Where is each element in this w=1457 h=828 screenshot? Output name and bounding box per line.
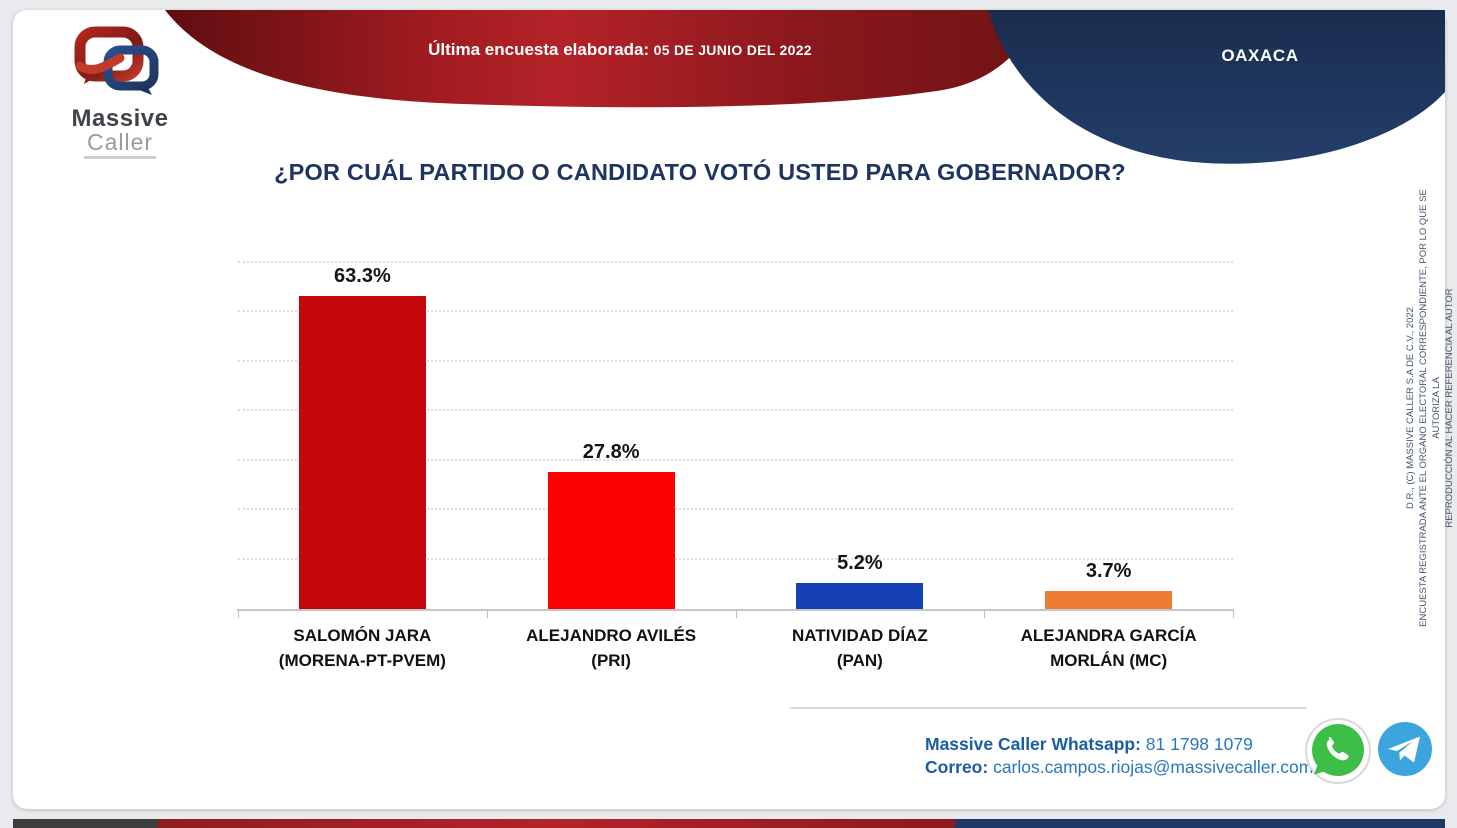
logo-bubbles-icon — [74, 26, 159, 95]
gridline-70 — [238, 261, 1233, 263]
category-label-3: NATIVIDAD DÍAZ (PAN) — [735, 623, 985, 673]
value-label-1: 63.3% — [334, 265, 391, 288]
gridline-60 — [238, 310, 1233, 313]
banner-date: 05 DE JUNIO DEL 2022 — [653, 42, 812, 58]
logo-tagline — [84, 156, 156, 159]
next-slide-strip-navy[interactable] — [955, 819, 1445, 828]
gridline-10 — [238, 557, 1233, 560]
gridline-50 — [238, 359, 1233, 362]
disclaimer-line: ENCUESTA REGISTRADA ANTE EL ORGANO ELECT… — [1418, 189, 1442, 627]
category-line: MORLÁN (MC) — [1050, 651, 1168, 670]
axis-tick — [238, 611, 239, 618]
x-axis-line — [237, 609, 1234, 611]
bar-2 — [547, 471, 675, 609]
whatsapp-number[interactable]: 81 1798 1079 — [1145, 734, 1253, 754]
red-ribbon — [165, 10, 1041, 108]
telegram-icon — [1378, 722, 1432, 776]
category-line: (PRI) — [591, 651, 631, 670]
gridline-40 — [238, 409, 1233, 412]
email-label: Correo: — [925, 756, 989, 777]
bar-3 — [796, 583, 924, 609]
legal-disclaimer: D.R., (C) MASSIVE CALLER S.A DE C.V., 20… — [1404, 173, 1455, 643]
axis-tick — [984, 611, 986, 618]
next-slide-strip-dark[interactable] — [13, 819, 158, 828]
category-line: ALEJANDRO AVILÉS — [526, 626, 697, 645]
category-line: ALEJANDRA GARCÍA — [1020, 626, 1197, 645]
bar-chart-plot-area: 63.3% 27.8% 5.2% 3.7% — [238, 261, 1233, 609]
region-label: OAXACA — [1221, 46, 1299, 65]
value-label-3: 5.2% — [837, 552, 883, 575]
value-label-4: 3.7% — [1085, 559, 1132, 582]
axis-tick — [486, 611, 488, 618]
disclaimer-line: D.R., (C) MASSIVE CALLER S.A DE C.V., 20… — [1405, 307, 1416, 509]
massive-caller-logo: Massive Caller — [55, 24, 185, 159]
category-line: (MORENA-PT-PVEM) — [278, 651, 446, 670]
bar-4 — [1045, 590, 1173, 609]
footer-divider — [790, 707, 1307, 709]
whatsapp-contact-line: Massive Caller Whatsapp: 81 1798 1079 — [925, 733, 1313, 756]
contact-block: Massive Caller Whatsapp: 81 1798 1079 Co… — [925, 733, 1313, 778]
category-line: NATIVIDAD DÍAZ — [792, 626, 928, 645]
header-ribbons — [165, 10, 1445, 164]
navy-ribbon — [988, 10, 1445, 164]
banner-text: Última encuesta elaborada: 05 DE JUNIO D… — [330, 40, 910, 60]
axis-tick — [1233, 611, 1234, 618]
whatsapp-label: Massive Caller Whatsapp: — [925, 734, 1141, 754]
category-line: SALOMÓN JARA — [293, 626, 432, 645]
telegram-button[interactable] — [1377, 721, 1433, 782]
value-label-2: 27.8% — [582, 440, 640, 463]
gridline-30 — [238, 458, 1233, 461]
banner-label: Última encuesta elaborada: — [428, 40, 650, 59]
bar-1 — [298, 296, 426, 609]
logo-word-caller: Caller — [86, 129, 154, 155]
axis-tick — [735, 611, 737, 618]
email-contact-line: Correo: carlos.campos.riojas@massivecall… — [925, 756, 1313, 779]
whatsapp-button[interactable] — [1303, 716, 1373, 791]
category-line: (PAN) — [836, 651, 883, 670]
category-label-4: ALEJANDRA GARCÍA MORLÁN (MC) — [984, 623, 1234, 673]
email-address[interactable]: carlos.campos.riojas@massivecaller.com — [993, 756, 1314, 777]
disclaimer-line: REPRODUCCIÓN AL HACER REFERENCIA AL AUTO… — [1444, 288, 1455, 528]
chart-question-title: ¿POR CUÁL PARTIDO O CANDIDATO VOTÓ USTED… — [274, 159, 1126, 185]
category-label-2: ALEJANDRO AVILÉS (PRI) — [486, 623, 736, 673]
whatsapp-icon — [1305, 718, 1371, 784]
category-label-1: SALOMÓN JARA (MORENA-PT-PVEM) — [237, 623, 487, 673]
category-labels: SALOMÓN JARA (MORENA-PT-PVEM) ALEJANDRO AV… — [238, 623, 1233, 683]
logo-word-massive: Massive — [71, 105, 169, 132]
next-slide-strip-red[interactable] — [158, 819, 955, 828]
gridline-20 — [238, 508, 1233, 511]
